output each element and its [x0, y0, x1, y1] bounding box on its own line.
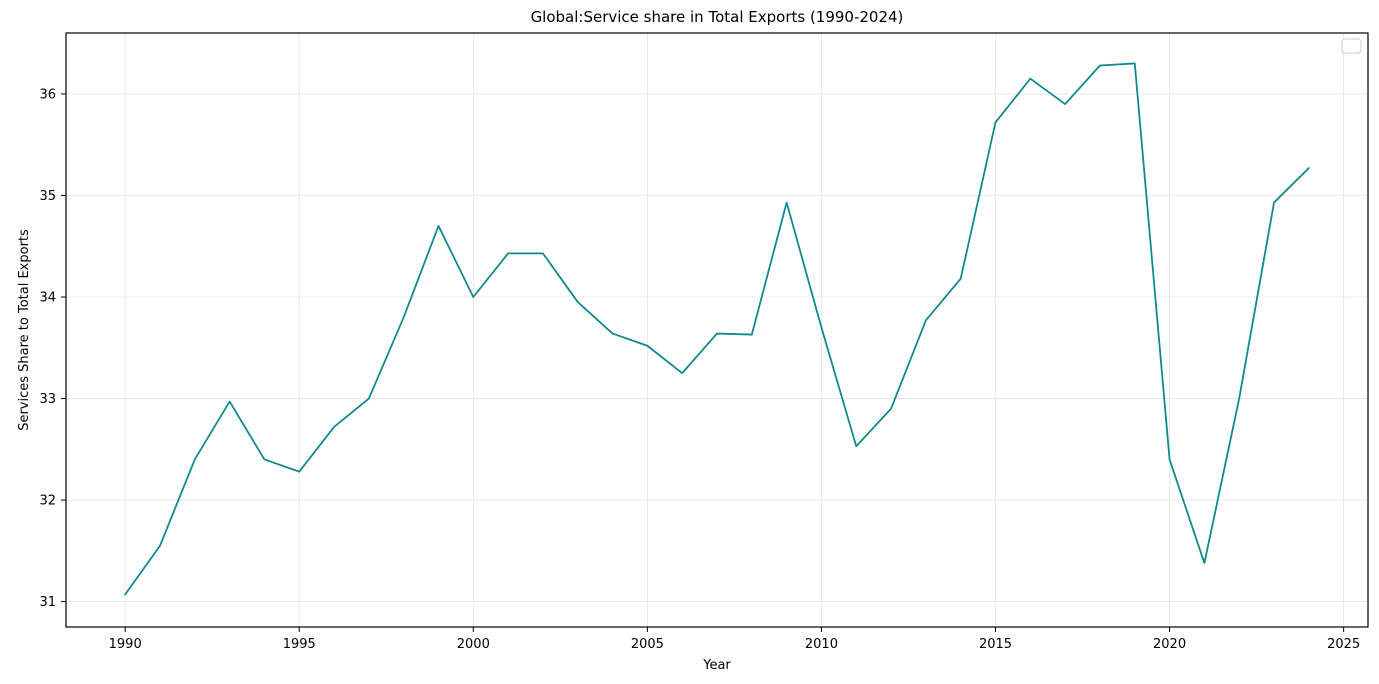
x-tick-label: 2025 — [1327, 637, 1360, 652]
x-tick-label: 2010 — [805, 637, 838, 652]
x-tick-label: 2015 — [979, 637, 1012, 652]
y-axis-label-text: Services Share to Total Exports — [17, 229, 32, 431]
y-tick-label: 34 — [39, 291, 56, 306]
x-tick-label: 1995 — [283, 637, 316, 652]
y-tick-label: 36 — [39, 87, 56, 102]
y-tick-label: 31 — [39, 595, 56, 610]
x-tick-label: 2005 — [631, 637, 664, 652]
axes-border — [65, 32, 1369, 628]
legend-box — [1341, 38, 1362, 54]
chart-title: Global:Service share in Total Exports (1… — [530, 8, 904, 26]
x-axis-label: Year — [703, 658, 731, 673]
x-tick-label: 1990 — [109, 637, 142, 652]
y-tick-label: 35 — [39, 189, 56, 204]
data-line — [124, 62, 1310, 596]
y-tick-label: 32 — [39, 494, 56, 509]
x-tick-label: 2020 — [1153, 637, 1186, 652]
y-tick-label: 33 — [39, 392, 56, 407]
x-tick-label: 2000 — [457, 637, 490, 652]
